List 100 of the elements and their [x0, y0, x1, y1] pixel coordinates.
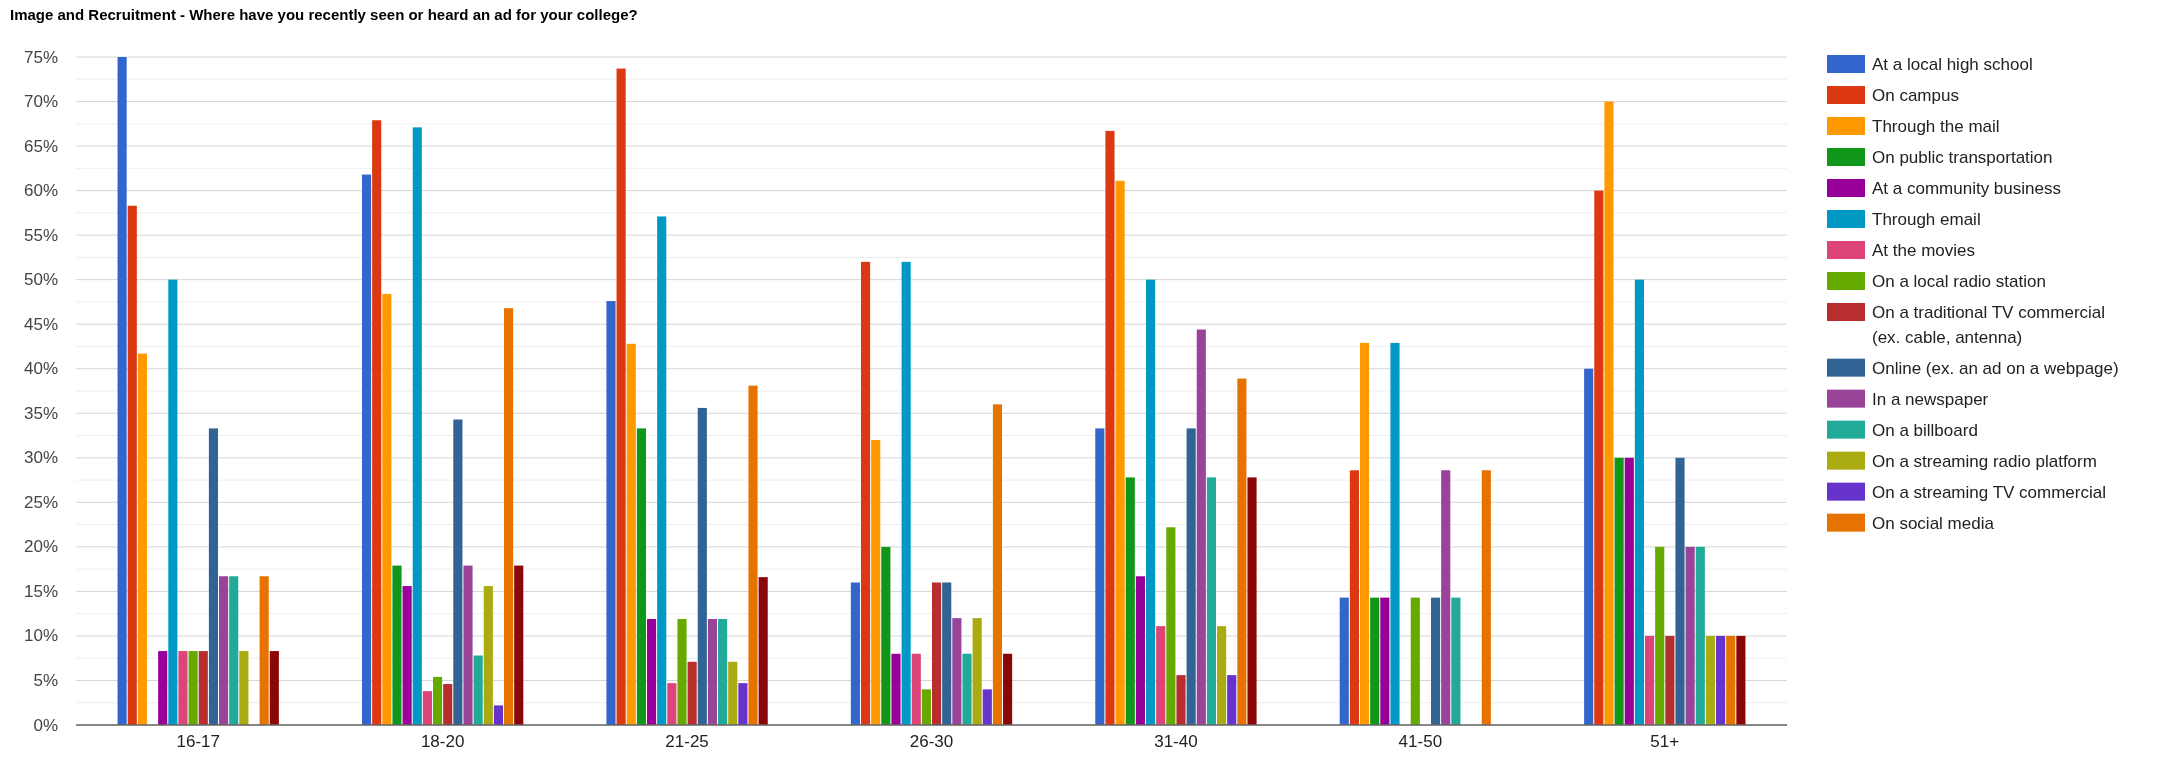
bar [1614, 457, 1624, 725]
x-tick-label: 41-50 [1398, 732, 1443, 751]
bar [718, 619, 728, 725]
legend-label: Through the mail [1872, 116, 2000, 136]
bar [728, 661, 738, 725]
bar [860, 261, 871, 725]
bar [1156, 626, 1166, 725]
legend-label: On a billboard [1872, 420, 1978, 440]
bar [1186, 428, 1196, 725]
legend-label: On campus [1872, 85, 1959, 105]
bar [1217, 626, 1227, 725]
bar [942, 582, 952, 725]
y-tick-label: 15% [23, 581, 58, 601]
bar [972, 618, 982, 725]
bar [646, 619, 657, 725]
bar [1359, 342, 1370, 725]
bar [178, 651, 188, 725]
bar [188, 651, 198, 725]
x-tick-label: 26-30 [909, 732, 954, 751]
bar [433, 676, 443, 725]
bar [382, 293, 392, 725]
bar [1115, 180, 1125, 725]
bar [443, 684, 453, 725]
bar [1441, 470, 1451, 725]
y-tick-label: 0% [33, 715, 58, 735]
y-tick-label: 30% [23, 448, 58, 468]
bar [1736, 635, 1746, 725]
bar [1390, 342, 1400, 725]
bar [1339, 597, 1349, 725]
y-tick-label: 35% [23, 403, 58, 423]
y-tick-label: 60% [23, 181, 58, 201]
bar [1624, 457, 1634, 725]
x-tick-label: 31-40 [1154, 732, 1198, 751]
bar [707, 619, 717, 725]
bar [921, 689, 931, 725]
bar [657, 216, 667, 725]
bar [1105, 130, 1115, 725]
bar [269, 651, 279, 725]
bar [677, 619, 687, 725]
bar [1675, 457, 1685, 725]
bar [504, 308, 514, 725]
bar [1206, 477, 1216, 725]
y-tick-label: 50% [23, 270, 58, 290]
bar [1166, 527, 1176, 725]
bar [1237, 378, 1247, 725]
bar [667, 683, 677, 725]
bar [636, 428, 646, 725]
bar [1095, 428, 1105, 725]
bar [361, 174, 372, 725]
legend-label: On a traditional TV commercial (ex. cable, antenna) [1872, 302, 2106, 347]
bar [1594, 190, 1604, 725]
bar [1431, 597, 1441, 725]
bar [952, 618, 962, 725]
bar [412, 127, 422, 725]
bar [748, 385, 758, 725]
y-tick-label: 75% [23, 47, 58, 67]
y-tick-label: 55% [23, 225, 58, 245]
bar [137, 353, 147, 725]
bar [1584, 368, 1594, 725]
bar [453, 419, 463, 725]
legend-label: At a local high school [1872, 54, 2033, 74]
bar [1176, 675, 1186, 725]
bar [1726, 635, 1736, 725]
x-tick-label: 51+ [1650, 732, 1680, 751]
bar [483, 586, 493, 725]
bar [1135, 576, 1145, 725]
y-tick-label: 40% [23, 359, 58, 379]
bar [1196, 329, 1206, 725]
legend-label: On a local radio station [1872, 271, 2046, 291]
bar [168, 279, 178, 725]
x-tick-label: 21-25 [665, 732, 709, 751]
y-tick-label: 70% [23, 92, 58, 112]
bar [372, 120, 382, 725]
bar [992, 404, 1003, 725]
legend-label: Online (ex. an ad on a webpage) [1872, 358, 2119, 378]
bar [1604, 101, 1614, 725]
bar [962, 653, 972, 725]
bar [758, 577, 768, 725]
bar [1349, 470, 1359, 725]
bar [901, 261, 911, 725]
bar [891, 653, 901, 725]
bar [473, 655, 483, 725]
bar [239, 651, 249, 725]
y-tick-label: 45% [23, 314, 58, 334]
y-tick-label: 10% [23, 626, 58, 646]
bar [697, 407, 707, 725]
bar [1410, 597, 1420, 725]
bar [1481, 470, 1491, 725]
legend-label: At a community business [1872, 178, 2061, 198]
bar [1227, 675, 1237, 725]
bar [402, 586, 412, 725]
bar [1705, 635, 1716, 725]
y-tick-label: 25% [23, 492, 58, 512]
bar [117, 57, 127, 725]
bar [1146, 279, 1156, 725]
bar [1370, 597, 1380, 725]
bar [1380, 597, 1390, 725]
legend-label: In a newspaper [1872, 389, 1989, 409]
bar [1716, 635, 1726, 725]
bar [1695, 546, 1705, 725]
